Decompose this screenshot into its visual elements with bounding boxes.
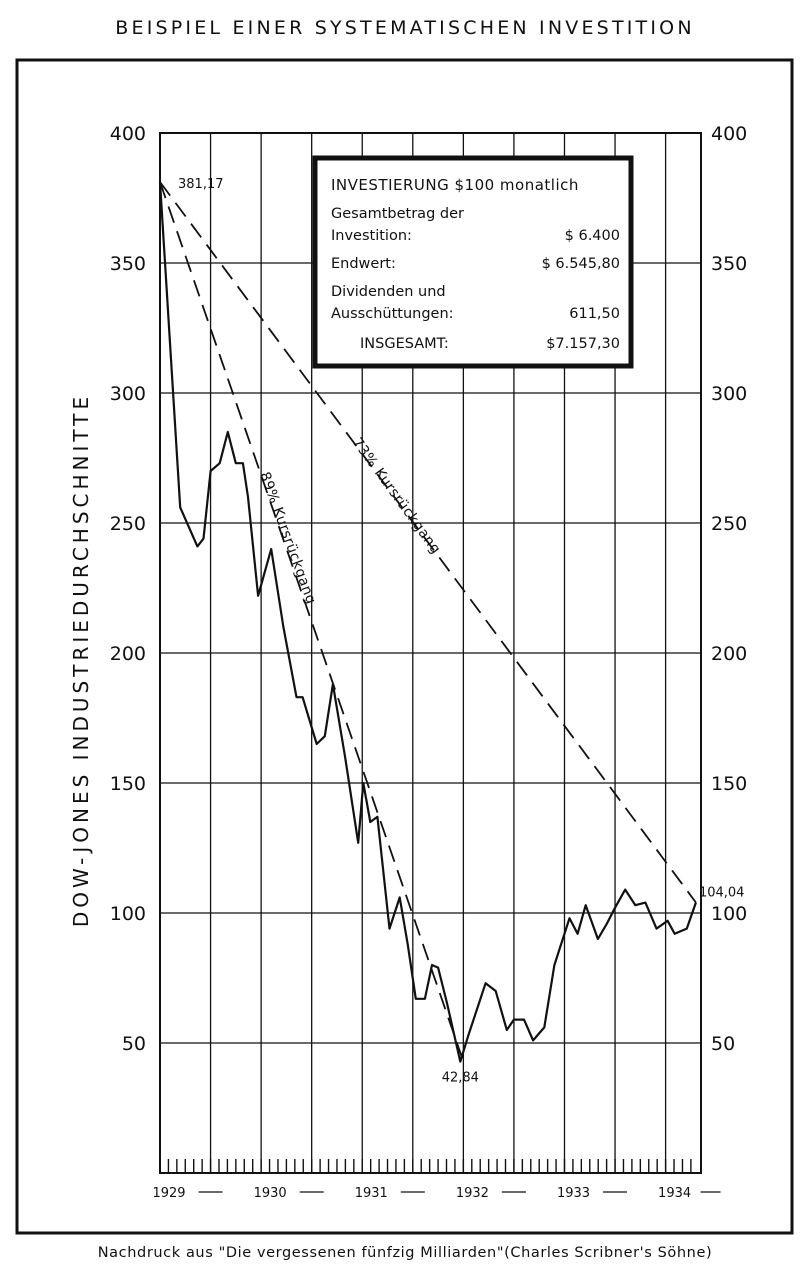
y-tick-label-right: 250 xyxy=(711,513,747,535)
page-title: BEISPIEL EINER SYSTEMATISCHEN INVESTITIO… xyxy=(115,17,694,39)
info-row-3-value: 611,50 xyxy=(569,306,620,322)
y-tick-label-left: 400 xyxy=(110,123,146,145)
y-tick-label-right: 50 xyxy=(711,1033,735,1055)
y-tick-label-left: 150 xyxy=(110,773,146,795)
y-tick-label-left: 300 xyxy=(110,383,146,405)
y-tick-label-right: 200 xyxy=(711,643,747,665)
info-row-2-value: $ 6.545,80 xyxy=(542,256,620,272)
x-tick-label: 1934 xyxy=(658,1186,691,1201)
dow-jones-line xyxy=(158,181,697,1063)
y-tick-label-left: 50 xyxy=(122,1033,146,1055)
info-row-1-label2: Investition: xyxy=(331,228,412,244)
y-tick-label-left: 350 xyxy=(110,253,146,275)
y-tick-label-left: 200 xyxy=(110,643,146,665)
x-tick-label: 1929 xyxy=(152,1186,185,1201)
x-tick-label: 1931 xyxy=(355,1186,388,1201)
series-layer xyxy=(158,181,697,1063)
annotations: 381,17 42,84 104,04 xyxy=(178,177,744,1086)
info-row-3-label2: Ausschüttungen: xyxy=(331,306,454,322)
info-row-4-value: $7.157,30 xyxy=(546,336,620,352)
info-box-frame xyxy=(312,155,634,369)
info-box-title: INVESTIERUNG $100 monatlich xyxy=(331,176,579,194)
y-tick-label-left: 100 xyxy=(110,903,146,925)
data-label: 104,04 xyxy=(699,885,745,900)
info-row-1-value: $ 6.400 xyxy=(565,228,620,244)
y-tick-label-right: 400 xyxy=(711,123,747,145)
y-tick-label-right: 100 xyxy=(711,903,747,925)
data-label: 42,84 xyxy=(442,1071,479,1086)
x-tick-label: 1933 xyxy=(557,1186,590,1201)
y-tick-label-right: 150 xyxy=(711,773,747,795)
footer-source: Nachdruck aus "Die vergessenen fünfzig M… xyxy=(98,1245,713,1261)
info-row-2-label1: Endwert: xyxy=(331,256,396,272)
y-axis-right: 50 100 150 200 250 300 350 400 xyxy=(711,123,747,1055)
x-axis: 1929 1930 1931 1932 1933 1934 xyxy=(152,1186,721,1201)
info-row-3-label1: Dividenden und xyxy=(331,284,446,300)
outer-frame xyxy=(15,58,794,1235)
x-tick-label: 1930 xyxy=(254,1186,287,1201)
info-row-4-label1: INSGESAMT: xyxy=(360,336,449,352)
y-tick-label-left: 250 xyxy=(110,513,146,535)
y-axis-label: DOW-JONES INDUSTRIEDURCHSCHNITTE xyxy=(69,393,93,927)
x-tick-label: 1932 xyxy=(456,1186,489,1201)
y-tick-label-right: 350 xyxy=(711,253,747,275)
horizontal-gridlines xyxy=(160,132,701,1044)
decline-label-89: 89% Kursrückgang xyxy=(256,470,319,607)
data-label: 381,17 xyxy=(178,177,224,192)
y-tick-label-right: 300 xyxy=(711,383,747,405)
y-axis-left: 50 100 150 200 250 300 350 400 xyxy=(110,123,146,1055)
decline-label-73: 73% Kursrückgang xyxy=(349,435,444,557)
x-axis-minor-ticks xyxy=(167,1159,692,1173)
info-box: INVESTIERUNG $100 monatlich Gesamtbetrag… xyxy=(312,155,634,369)
info-row-1-label1: Gesamtbetrag der xyxy=(331,206,464,222)
trend-line-2 xyxy=(159,181,697,904)
